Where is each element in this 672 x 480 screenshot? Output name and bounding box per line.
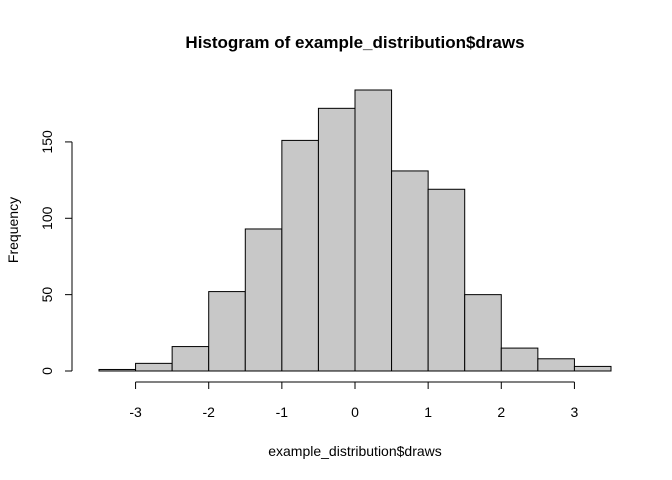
histogram-bar xyxy=(171,346,210,372)
x-tick-label: -3 xyxy=(129,404,142,420)
y-axis-label: Frequency xyxy=(5,197,21,263)
histogram-bars xyxy=(98,89,612,372)
histogram-bar xyxy=(281,139,319,372)
x-tick-label: 3 xyxy=(571,404,579,420)
histogram-bar xyxy=(317,107,356,372)
histogram-bar xyxy=(427,188,466,372)
y-tick-label: 150 xyxy=(39,130,55,154)
x-tick-label: -2 xyxy=(202,404,215,420)
histogram-bar xyxy=(135,362,173,372)
histogram-bar xyxy=(244,228,283,372)
histogram-bar xyxy=(391,170,429,372)
chart-title: Histogram of example_distribution$draws xyxy=(185,33,524,52)
histogram-bar xyxy=(208,291,246,372)
x-tick-label: 2 xyxy=(497,404,505,420)
histogram-bar xyxy=(573,365,612,372)
x-axis: -3 -2 -1 0 1 2 3 xyxy=(129,381,579,420)
x-tick-label: -1 xyxy=(276,404,289,420)
histogram-bar xyxy=(354,89,393,372)
histogram-bar xyxy=(537,358,575,372)
x-axis-label: example_distribution$draws xyxy=(268,443,442,459)
histogram-bar xyxy=(464,294,502,372)
histogram-bar xyxy=(500,347,539,372)
x-tick-label: 0 xyxy=(351,404,359,420)
histogram-bar xyxy=(98,368,137,372)
y-axis: 0 50 100 150 xyxy=(39,130,73,375)
y-tick-label: 50 xyxy=(39,287,55,303)
y-tick-label: 100 xyxy=(39,206,55,230)
y-tick-label: 0 xyxy=(39,367,55,375)
x-tick-label: 1 xyxy=(424,404,432,420)
